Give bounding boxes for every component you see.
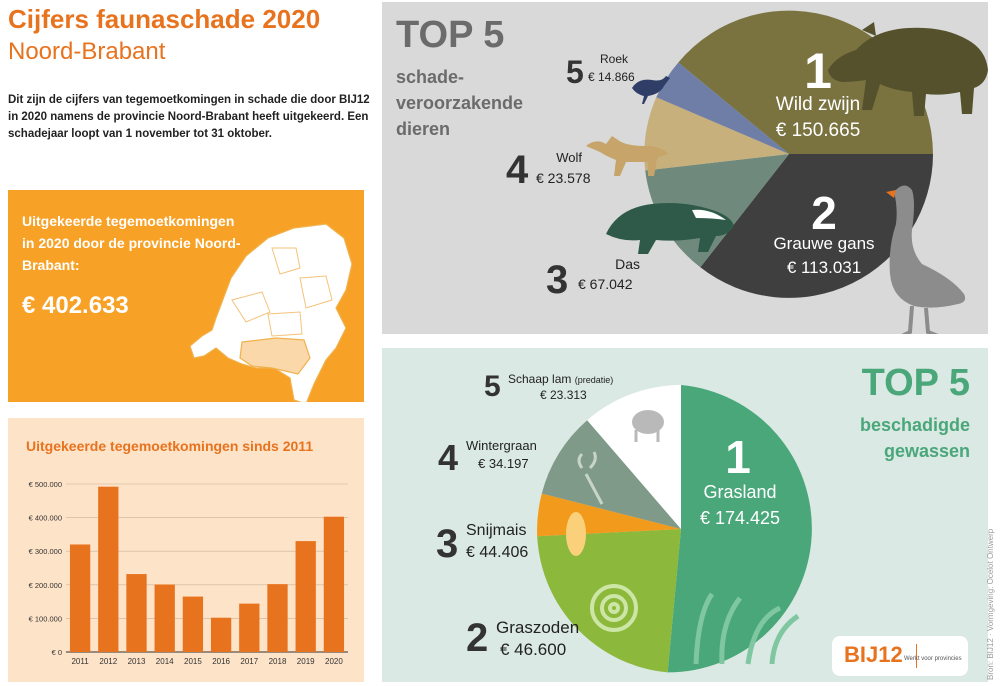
x-tick-label: 2019 bbox=[297, 657, 315, 666]
x-tick-label: 2020 bbox=[325, 657, 343, 666]
badger-icon bbox=[606, 203, 734, 254]
y-tick-label: € 500.000 bbox=[29, 480, 62, 489]
rank-2-name: Grauwe gans bbox=[773, 234, 875, 253]
intro-text: Dit zijn de cijfers van tegemoetkomingen… bbox=[8, 94, 370, 140]
total-amount: € 402.633 bbox=[22, 292, 129, 319]
y-tick-label: € 100.000 bbox=[29, 614, 62, 623]
crop-rank-2-name: Graszoden bbox=[496, 618, 580, 637]
crops-panel: TOP 5 beschadigde gewassen 1 Grasland € … bbox=[382, 348, 988, 682]
rank-1-number: 1 bbox=[804, 43, 832, 99]
crop-rank-2-amount: € 46.600 bbox=[500, 640, 567, 659]
x-tick-label: 2012 bbox=[99, 657, 117, 666]
bar-2017 bbox=[239, 603, 260, 652]
grass-icon bbox=[693, 592, 800, 665]
pie-slice-wintergraan bbox=[541, 420, 681, 529]
x-tick-label: 2016 bbox=[212, 657, 230, 666]
crop-rank-3-number: 3 bbox=[436, 522, 459, 566]
pie-slice-graszoden bbox=[537, 529, 681, 673]
pie-slice-roek bbox=[656, 62, 789, 154]
crops-subheading: beschadigde gewassen bbox=[859, 415, 970, 461]
rank-5-amount: € 14.866 bbox=[588, 70, 635, 84]
crop-rank-5-name: Schaap lam bbox=[508, 372, 572, 386]
x-tick-label: 2014 bbox=[156, 657, 174, 666]
rank-4-number: 4 bbox=[506, 148, 529, 192]
goose-icon bbox=[886, 185, 966, 334]
wild-boar-icon bbox=[828, 22, 988, 116]
crop-rank-4-number: 4 bbox=[438, 437, 459, 478]
x-tick-label: 2017 bbox=[240, 657, 258, 666]
y-tick-label: € 400.000 bbox=[29, 514, 62, 523]
crops-heading: TOP 5 bbox=[861, 362, 970, 404]
total-label: Uitgekeerde tegemoetkomingen in 2020 doo… bbox=[22, 213, 241, 273]
bar-2020 bbox=[323, 516, 345, 652]
x-tick-label: 2018 bbox=[269, 657, 287, 666]
rank-3-number: 3 bbox=[546, 258, 569, 302]
crop-rank-1-number: 1 bbox=[725, 431, 751, 483]
crop-rank-5-note: (predatie) bbox=[574, 375, 614, 385]
crop-rank-5-number: 5 bbox=[484, 370, 501, 403]
credits-text: Bron: BIJ12 · Vormgeving: Ocelot Ontwerp bbox=[986, 528, 995, 680]
page-title: Cijfers faunaschade 2020 bbox=[8, 4, 321, 34]
animals-panel: TOP 5 schade-veroorzakende dieren 1 Wild… bbox=[382, 2, 988, 334]
logo-divider bbox=[916, 644, 917, 668]
bar-2012 bbox=[98, 486, 119, 652]
rank-2-amount: € 113.031 bbox=[786, 258, 862, 277]
y-tick-label: € 300.000 bbox=[29, 547, 62, 556]
animals-heading: TOP 5 bbox=[396, 14, 505, 56]
rank-3-amount: € 67.042 bbox=[578, 276, 633, 292]
crops-pie bbox=[537, 385, 812, 673]
x-tick-label: 2013 bbox=[128, 657, 146, 666]
bar-chart-panel: Uitgekeerde tegemoetkomingen sinds 2011 … bbox=[8, 418, 364, 682]
wolf-icon bbox=[586, 136, 668, 176]
logo-text: BIJ12 bbox=[844, 642, 903, 667]
crop-rank-3-amount: € 44.406 bbox=[466, 544, 529, 561]
rank-4-amount: € 23.578 bbox=[536, 170, 591, 186]
rank-4-name: Wolf bbox=[556, 150, 582, 165]
x-tick-label: 2015 bbox=[184, 657, 202, 666]
pie-slice-grauwe-gans bbox=[700, 154, 933, 298]
total-box: Uitgekeerde tegemoetkomingen in 2020 doo… bbox=[8, 190, 364, 402]
rank-1-name: Wild zwijn bbox=[775, 94, 861, 115]
rank-2-number: 2 bbox=[811, 187, 837, 239]
y-tick-label: € 0 bbox=[52, 648, 62, 657]
bar-2014 bbox=[154, 584, 175, 652]
chart-title: Uitgekeerde tegemoetkomingen sinds 2011 bbox=[26, 438, 314, 454]
bar-2018 bbox=[267, 584, 288, 652]
bij12-logo: BIJ12 Werkt voor provincies bbox=[832, 636, 968, 676]
bar-2015 bbox=[182, 596, 204, 652]
wheat-icon bbox=[577, 451, 604, 505]
crop-rank-1-name: Grasland bbox=[703, 482, 777, 502]
corn-icon bbox=[566, 512, 586, 556]
crop-rank-4-name: Wintergraan bbox=[466, 438, 537, 453]
bar-2013 bbox=[126, 574, 147, 652]
crop-rank-5-amount: € 23.313 bbox=[540, 388, 587, 402]
rank-1-amount: € 150.665 bbox=[775, 120, 861, 141]
bar-2011 bbox=[69, 544, 91, 652]
noord-brabant-region bbox=[239, 337, 311, 375]
bar-2019 bbox=[295, 541, 316, 652]
crop-rank-1-amount: € 174.425 bbox=[699, 508, 781, 528]
crop-rank-2-number: 2 bbox=[466, 616, 489, 660]
y-tick-label: € 200.000 bbox=[29, 581, 62, 590]
bar-2016 bbox=[210, 617, 232, 652]
rank-5-number: 5 bbox=[566, 54, 584, 90]
rank-5-name: Roek bbox=[599, 52, 628, 66]
rook-icon bbox=[632, 76, 670, 104]
pie-slice-grasland bbox=[667, 385, 812, 673]
pie-slice-wolf bbox=[644, 97, 789, 171]
sheep-icon bbox=[632, 410, 664, 442]
sod-roll-icon bbox=[590, 584, 638, 632]
logo-tagline: Werkt voor provincies bbox=[904, 656, 962, 662]
x-tick-label: 2011 bbox=[71, 657, 89, 666]
page-subtitle: Noord-Brabant bbox=[8, 38, 166, 65]
bar-chart: € 0 € 100.000 € 200.000 € 300.000 € 400.000 €… bbox=[29, 480, 348, 666]
netherlands-map bbox=[189, 223, 353, 402]
rank-3-name: Das bbox=[615, 256, 640, 272]
animals-subheading: schade-veroorzakende dieren bbox=[396, 67, 524, 139]
crop-rank-3-name: Snijmais bbox=[466, 522, 527, 539]
crop-rank-4-amount: € 34.197 bbox=[478, 456, 529, 471]
